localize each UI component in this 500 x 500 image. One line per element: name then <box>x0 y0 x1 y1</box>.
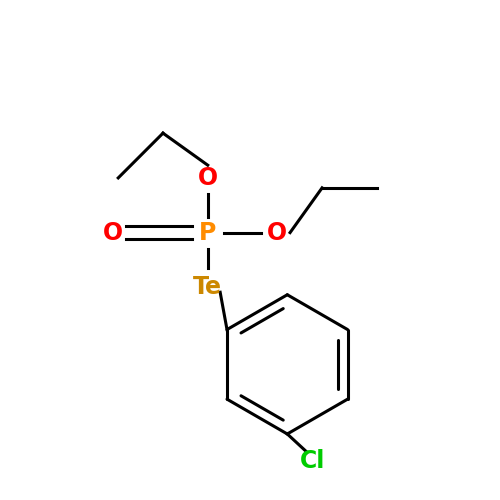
Text: O: O <box>268 220 287 244</box>
Text: O: O <box>198 166 218 190</box>
Text: Cl: Cl <box>300 450 325 473</box>
Text: O: O <box>103 220 124 244</box>
Text: P: P <box>199 220 216 244</box>
Text: Te: Te <box>193 276 222 299</box>
